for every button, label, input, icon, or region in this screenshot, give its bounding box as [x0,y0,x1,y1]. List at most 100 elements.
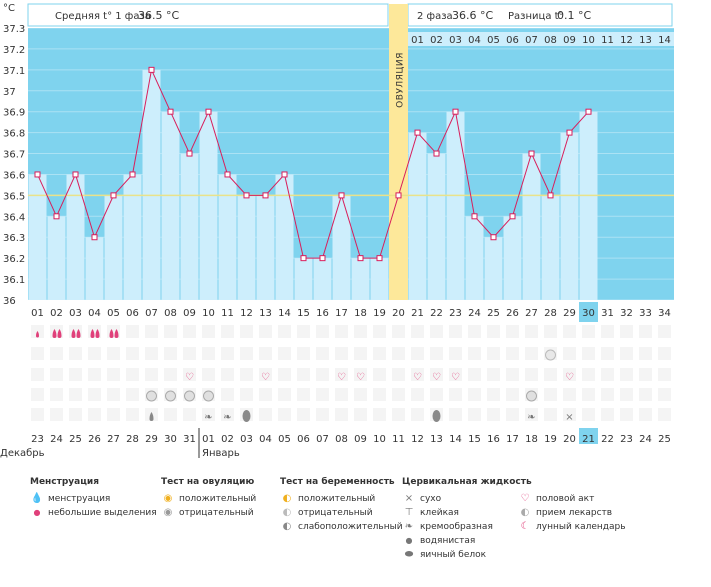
marker-cell [221,347,234,360]
marker-cell [620,388,633,401]
y-tick-label: 37.2 [3,45,25,56]
marker-cell [31,347,44,360]
marker-cell [620,408,633,421]
unit-label: °C [3,3,15,14]
y-tick-label: 37.1 [3,66,25,77]
calendar-date-label: 07 [316,434,329,445]
temperature-point [509,213,516,220]
legend-ovulation-test: Тест на овуляцию ◉ положительный ◉ отрицат… [161,476,256,520]
temperature-point [433,150,440,157]
temp-bar [294,258,313,300]
legend-pregnancy-title: Тест на беременность [280,477,395,487]
intercourse-marker: ♡ [337,372,346,383]
marker-cell [221,368,234,381]
temperature-point [376,255,383,262]
temperature-point [528,150,535,157]
temperature-point [167,108,174,115]
marker-cell [126,368,139,381]
menstruation-drop [76,329,81,338]
temp-bar [560,132,579,300]
creamy-marker: ❧ [527,412,535,423]
marker-cell [411,347,424,360]
marker-cell [240,368,253,381]
ovulation-negative-marker [526,390,537,402]
marker-cell [50,347,63,360]
cycle-day-label: 03 [69,308,82,319]
marker-cell [278,388,291,401]
temp-bar [351,258,370,300]
calendar-date-label: 08 [335,434,348,445]
legend-cervical-sticky: клейкая [420,508,459,518]
marker-cell [278,408,291,421]
marker-cell [468,388,481,401]
calendar-date-label: 12 [411,434,424,445]
marker-cell [373,368,386,381]
marker-cell [639,388,652,401]
marker-cell [544,388,557,401]
calendar-date-label: 31 [183,434,196,445]
phase1-box [27,3,389,27]
temp-bar [123,174,142,300]
ovulation-negative-marker [203,390,214,402]
temp-bar [199,111,218,300]
menstruation-drop [114,329,119,338]
cycle-day-label: 01 [31,308,44,319]
calendar-date-label: 11 [392,434,405,445]
marker-cell [544,408,557,421]
marker-cell [202,368,215,381]
marker-cell [658,368,671,381]
marker-cell [259,388,272,401]
marker-cell [88,368,101,381]
menstruation-drop [52,329,57,338]
legend-cervical-watery: водянистая [420,536,476,546]
y-tick-label: 36.4 [3,212,25,223]
marker-cell [145,347,158,360]
temperature-point [148,66,155,73]
marker-cell [335,325,348,338]
menstruation-drop [90,329,95,338]
temperature-point [205,108,212,115]
marker-cell [107,408,120,421]
cycle-day-label: 19 [373,308,386,319]
legend-cervical: Цервикальная жидкость × сухо ⊤ клейкая ❧ кр… [402,476,532,562]
marker-cell [164,325,177,338]
intercourse-marker: ♡ [261,372,270,383]
cycle-day-label: 26 [506,308,519,319]
legend-cervical-dry: сухо [420,494,442,504]
phase2-day-label: 13 [639,35,652,46]
marker-cell [107,347,120,360]
bbt-chart: °C Средняя t° 1 фаза 36.5 °C 2 фаза 36.6… [0,3,674,459]
temperature-point [129,171,136,178]
marker-cell [50,368,63,381]
y-tick-label: 36.8 [3,129,25,140]
legend: Менструация 💧 менструация ● небольшие выде… [30,476,710,586]
marker-cell [183,368,196,381]
temperature-point [186,150,193,157]
dry-icon: × [404,493,414,504]
marker-cell [69,408,82,421]
cycle-day-label: 23 [449,308,462,319]
temperature-point [319,255,326,262]
marker-cell [373,347,386,360]
marker-cell [601,408,614,421]
temperature-point [357,255,364,262]
marker-cell [506,408,519,421]
cycle-day-label: 31 [601,308,614,319]
marker-cell [411,325,424,338]
marker-cell [126,325,139,338]
phase2-header-band [408,32,674,46]
cycle-day-label: 34 [658,308,671,319]
marker-cell [335,347,348,360]
calendar-date-label: 25 [69,434,82,445]
calendar-date-label: 22 [601,434,614,445]
marker-cell [449,408,462,421]
spotting-icon: ● [33,508,41,517]
calendar-date-label: 23 [31,434,44,445]
legend-pregnancy-weak: слабоположительный [298,522,403,532]
calendar-date-label: 13 [430,434,443,445]
temperature-point [471,213,478,220]
marker-cell [354,325,367,338]
temp-bar [161,111,180,300]
marker-cell [639,408,652,421]
temperature-line [37,68,589,259]
